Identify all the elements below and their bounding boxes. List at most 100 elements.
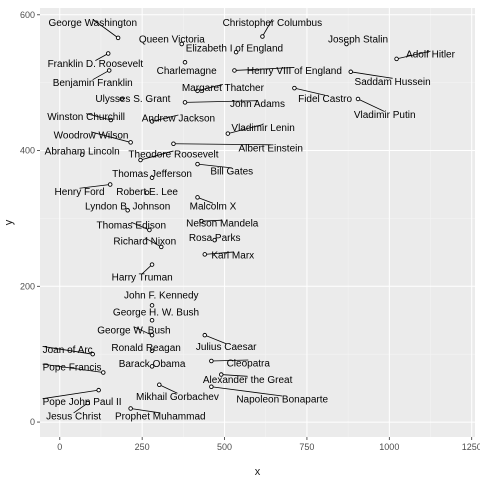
- x-axis-ticks: 0 250 500 750 1000 1250: [57, 437, 480, 452]
- data-point: [394, 56, 399, 62]
- point-label: Saddam Hussein: [355, 77, 431, 88]
- point-label: Franklin D. Roosevelt: [48, 59, 144, 70]
- x-tick-label: 500: [217, 442, 232, 452]
- label-connector: [140, 150, 174, 161]
- data-point: [199, 218, 204, 224]
- point-label: Winston Churchill: [47, 112, 125, 123]
- data-point: [149, 303, 155, 308]
- point-label: Jesus Christ: [46, 411, 101, 422]
- data-point: [101, 370, 106, 375]
- data-point: [195, 88, 200, 94]
- point-label: Adolf Hitler: [406, 50, 456, 61]
- label-connector: [42, 389, 99, 400]
- point-label: Joseph Stalin: [328, 35, 388, 46]
- point-label: Barack Obama: [119, 359, 186, 370]
- point-label: Albert Einstein: [238, 143, 302, 154]
- y-tick-label: 600: [20, 10, 35, 20]
- label-connector: [130, 408, 161, 414]
- label-connector: [79, 184, 111, 189]
- label-connector: [42, 346, 93, 355]
- data-point: [149, 262, 155, 267]
- data-point: [157, 382, 162, 387]
- x-tick-label: 0: [57, 442, 62, 452]
- data-point: [202, 252, 208, 257]
- label-connector: [95, 53, 109, 62]
- data-point: [85, 400, 91, 406]
- label-connector: [204, 334, 227, 345]
- y-axis-title: y: [3, 219, 15, 225]
- point-label: Charlemagne: [157, 66, 217, 77]
- point-label: Malcolm X: [190, 202, 237, 213]
- label-connector: [357, 98, 385, 112]
- label-connector: [197, 163, 232, 169]
- point-label: Ronald Reagan: [111, 343, 181, 354]
- data-point: [260, 34, 265, 39]
- label-connector: [262, 19, 273, 37]
- data-point: [233, 49, 239, 55]
- data-point: [119, 96, 124, 102]
- point-label: Vladimir Putin: [354, 110, 416, 121]
- label-connector: [211, 386, 283, 397]
- point-label: Christopher Columbus: [223, 18, 323, 29]
- point-label: Andrew Jackson: [142, 113, 215, 124]
- label-connector: [221, 374, 248, 377]
- label-connector: [234, 67, 295, 71]
- label-connector: [294, 87, 326, 96]
- data-point: [107, 182, 113, 187]
- label-connector: [184, 100, 258, 103]
- data-point: [179, 41, 184, 47]
- data-point: [202, 332, 208, 338]
- x-axis-title: x: [255, 466, 261, 478]
- data-point: [138, 157, 143, 163]
- point-label: John Adams: [230, 99, 285, 110]
- label-connector: [141, 264, 153, 275]
- point-label: Benjamin Franklin: [53, 78, 133, 89]
- grid-minor: [40, 8, 475, 437]
- x-tick-label: 1250: [462, 442, 480, 452]
- data-point: [159, 244, 164, 250]
- label-connector: [227, 124, 264, 134]
- label-connector: [204, 251, 233, 255]
- point-label: Abraham Lincoln: [45, 147, 120, 158]
- data-point: [212, 237, 217, 243]
- data-point: [195, 195, 200, 200]
- point-label: Vladimir Lenin: [231, 123, 294, 134]
- point-label: Henry Ford: [55, 187, 105, 198]
- label-connectors: [42, 18, 431, 414]
- point-label: Thomas Jefferson: [112, 169, 192, 180]
- label-connector: [197, 197, 214, 204]
- data-point: [125, 208, 130, 213]
- point-label: Theodore Roosevelt: [128, 149, 218, 160]
- point-label: Joan of Arc: [43, 345, 93, 356]
- y-tick-label: 200: [20, 281, 35, 291]
- data-point: [108, 117, 114, 123]
- plot-panel: [40, 8, 475, 437]
- data-point: [218, 372, 224, 377]
- data-point: [182, 100, 188, 105]
- data-point: [195, 161, 200, 167]
- data-point: [79, 152, 85, 157]
- data-point: [209, 384, 214, 390]
- y-axis-ticks: 0 200 400 600: [20, 10, 40, 427]
- point-label: Richard Nixon: [113, 236, 176, 247]
- y-tick-label: 400: [20, 146, 35, 156]
- label-connector: [133, 326, 153, 336]
- label-connector: [211, 359, 249, 362]
- label-connector: [86, 113, 111, 121]
- grid-major: [40, 8, 475, 437]
- y-tick-label: 0: [30, 417, 35, 427]
- data-point: [106, 68, 112, 73]
- point-label: Robert E. Lee: [116, 187, 178, 198]
- point-label: Nelson Mandela: [186, 219, 259, 230]
- point-label: Mikhail Gorbachev: [136, 392, 219, 403]
- point-label: Lyndon B. Johnson: [85, 202, 170, 213]
- point-label: Karl Marx: [211, 251, 254, 262]
- data-point: [171, 141, 176, 147]
- data-point: [348, 69, 354, 75]
- data-point: [149, 332, 155, 338]
- data-point: [209, 358, 214, 364]
- data-point: [105, 51, 111, 56]
- label-connector: [42, 363, 104, 373]
- data-point: [149, 364, 155, 369]
